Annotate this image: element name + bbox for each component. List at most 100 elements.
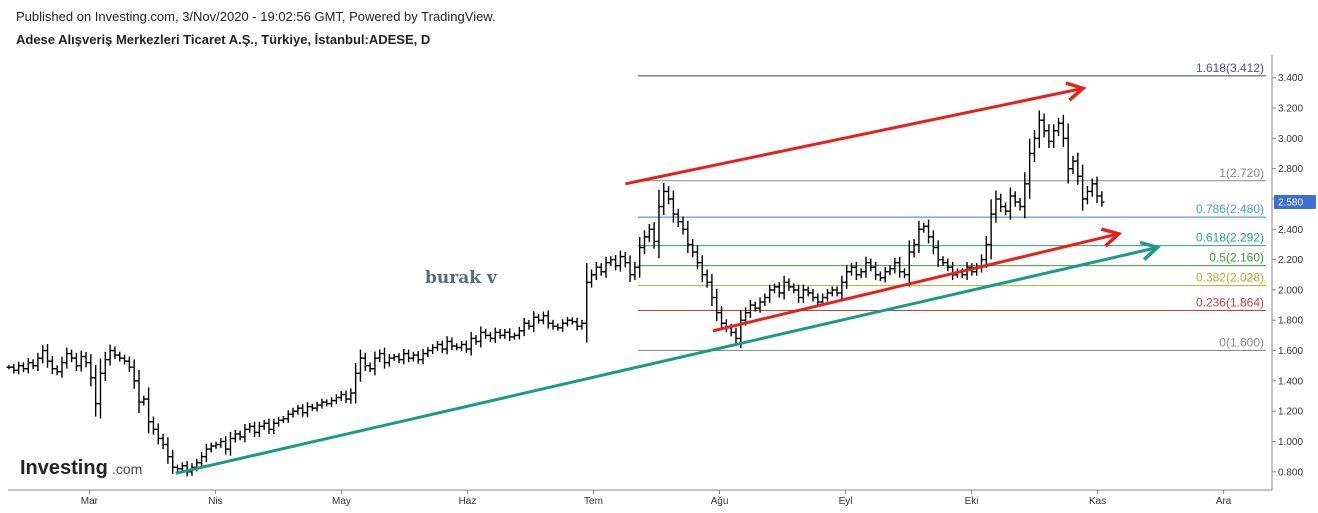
price-bar	[714, 289, 720, 322]
price-bar	[516, 326, 522, 340]
price-bar	[733, 327, 739, 344]
price-bar	[102, 351, 108, 382]
price-bar	[20, 362, 26, 373]
price-bar	[950, 261, 956, 281]
price-bar	[367, 362, 373, 373]
price-bar	[752, 301, 758, 312]
price-bar	[613, 254, 619, 271]
y-tick-label: 2.000	[1278, 285, 1303, 296]
price-bar	[863, 256, 869, 278]
price-bar	[410, 351, 416, 362]
price-bar	[59, 356, 65, 378]
price-bar	[507, 328, 513, 341]
y-tick-label: 1.200	[1278, 407, 1303, 418]
price-bar	[483, 328, 489, 339]
price-bar	[632, 261, 638, 281]
price-bar	[391, 353, 397, 361]
price-bar	[699, 255, 705, 282]
price-bar	[800, 284, 806, 303]
trendline-lower-channel	[712, 234, 1119, 333]
fibonacci-levels: 1.618(3.412) 1(2.720) 0.786(2.480) 0.618(2.…	[637, 61, 1266, 352]
symbol-title: Adese Alışveriş Merkezleri Ticaret A.Ş.,…	[16, 32, 431, 47]
x-axis[interactable]: Mar Nis May Haz Tem Ağu Eyl Eki Kas Ara	[8, 489, 1272, 507]
price-series	[6, 110, 1105, 477]
price-bar	[569, 317, 575, 325]
price-bar	[175, 464, 181, 472]
price-bar	[906, 240, 912, 287]
price-bar	[150, 416, 156, 435]
fib-level-label: 0.382(2.028)	[1196, 271, 1264, 285]
price-bar	[126, 356, 132, 372]
price-bar	[473, 335, 479, 345]
logo-sub-text: .com	[112, 461, 142, 477]
y-tick-label: 1.800	[1278, 316, 1303, 327]
price-bar	[1007, 187, 1013, 220]
price-bar	[661, 182, 667, 216]
price-bar	[1099, 191, 1105, 207]
price-bar	[256, 421, 262, 438]
price-bar	[271, 418, 277, 435]
price-bar	[88, 354, 94, 387]
price-bar	[247, 422, 253, 433]
price-bar	[796, 284, 802, 303]
price-bar	[540, 311, 546, 325]
price-bar	[343, 390, 349, 404]
price-bar	[492, 327, 498, 344]
price-bar	[877, 271, 883, 282]
price-bar	[502, 328, 508, 339]
price-bar	[463, 340, 469, 354]
price-bar	[858, 268, 864, 279]
price-bar	[420, 348, 426, 365]
price-bar	[911, 239, 917, 258]
price-bar	[853, 261, 859, 281]
price-bar	[232, 429, 238, 443]
price-bar	[593, 261, 599, 281]
price-bar	[589, 269, 595, 288]
price-bar	[170, 450, 176, 474]
y-axis[interactable]: 0.800 1.000 1.200 1.400 1.600 1.800 2.000 2.200…	[1271, 55, 1303, 490]
price-bar	[603, 256, 609, 278]
x-tick-label: Ara	[1216, 496, 1232, 507]
price-bar	[930, 230, 936, 255]
price-bar	[897, 256, 903, 278]
price-bar	[694, 245, 700, 270]
price-bar	[459, 341, 465, 351]
price-bar	[223, 436, 229, 455]
x-tick-label: Eyl	[839, 496, 853, 507]
y-tick-label: 3.400	[1278, 73, 1303, 84]
price-bar	[1041, 113, 1047, 138]
price-bar	[1065, 123, 1071, 184]
price-bar	[165, 437, 171, 464]
price-bar	[93, 364, 99, 417]
price-bar	[709, 273, 715, 306]
price-bar	[839, 275, 845, 300]
price-bar	[35, 352, 41, 372]
x-tick-label: Mar	[81, 496, 99, 507]
y-tick-label: 1.400	[1278, 376, 1303, 387]
price-bar	[1089, 178, 1095, 197]
price-bar	[690, 239, 696, 258]
price-bar	[353, 362, 359, 404]
price-bar	[988, 199, 994, 260]
price-bar	[45, 343, 51, 368]
price-bar	[776, 282, 782, 298]
price-bar	[642, 230, 648, 255]
price-bar	[723, 319, 729, 332]
price-bar	[382, 347, 388, 369]
price-bar	[526, 319, 532, 330]
x-tick-label: Haz	[459, 496, 477, 507]
price-bar	[882, 267, 888, 283]
price-bar	[940, 256, 946, 267]
price-bar	[1084, 186, 1090, 205]
y-tick-label: 3.200	[1278, 104, 1303, 115]
price-bar	[993, 190, 999, 223]
price-bar	[97, 358, 103, 419]
price-bar	[719, 306, 725, 330]
price-bar	[579, 319, 585, 330]
price-bar	[242, 424, 248, 443]
price-bar	[333, 394, 339, 404]
price-bar	[675, 208, 681, 228]
price-bar	[136, 369, 142, 414]
price-bar	[646, 223, 652, 243]
